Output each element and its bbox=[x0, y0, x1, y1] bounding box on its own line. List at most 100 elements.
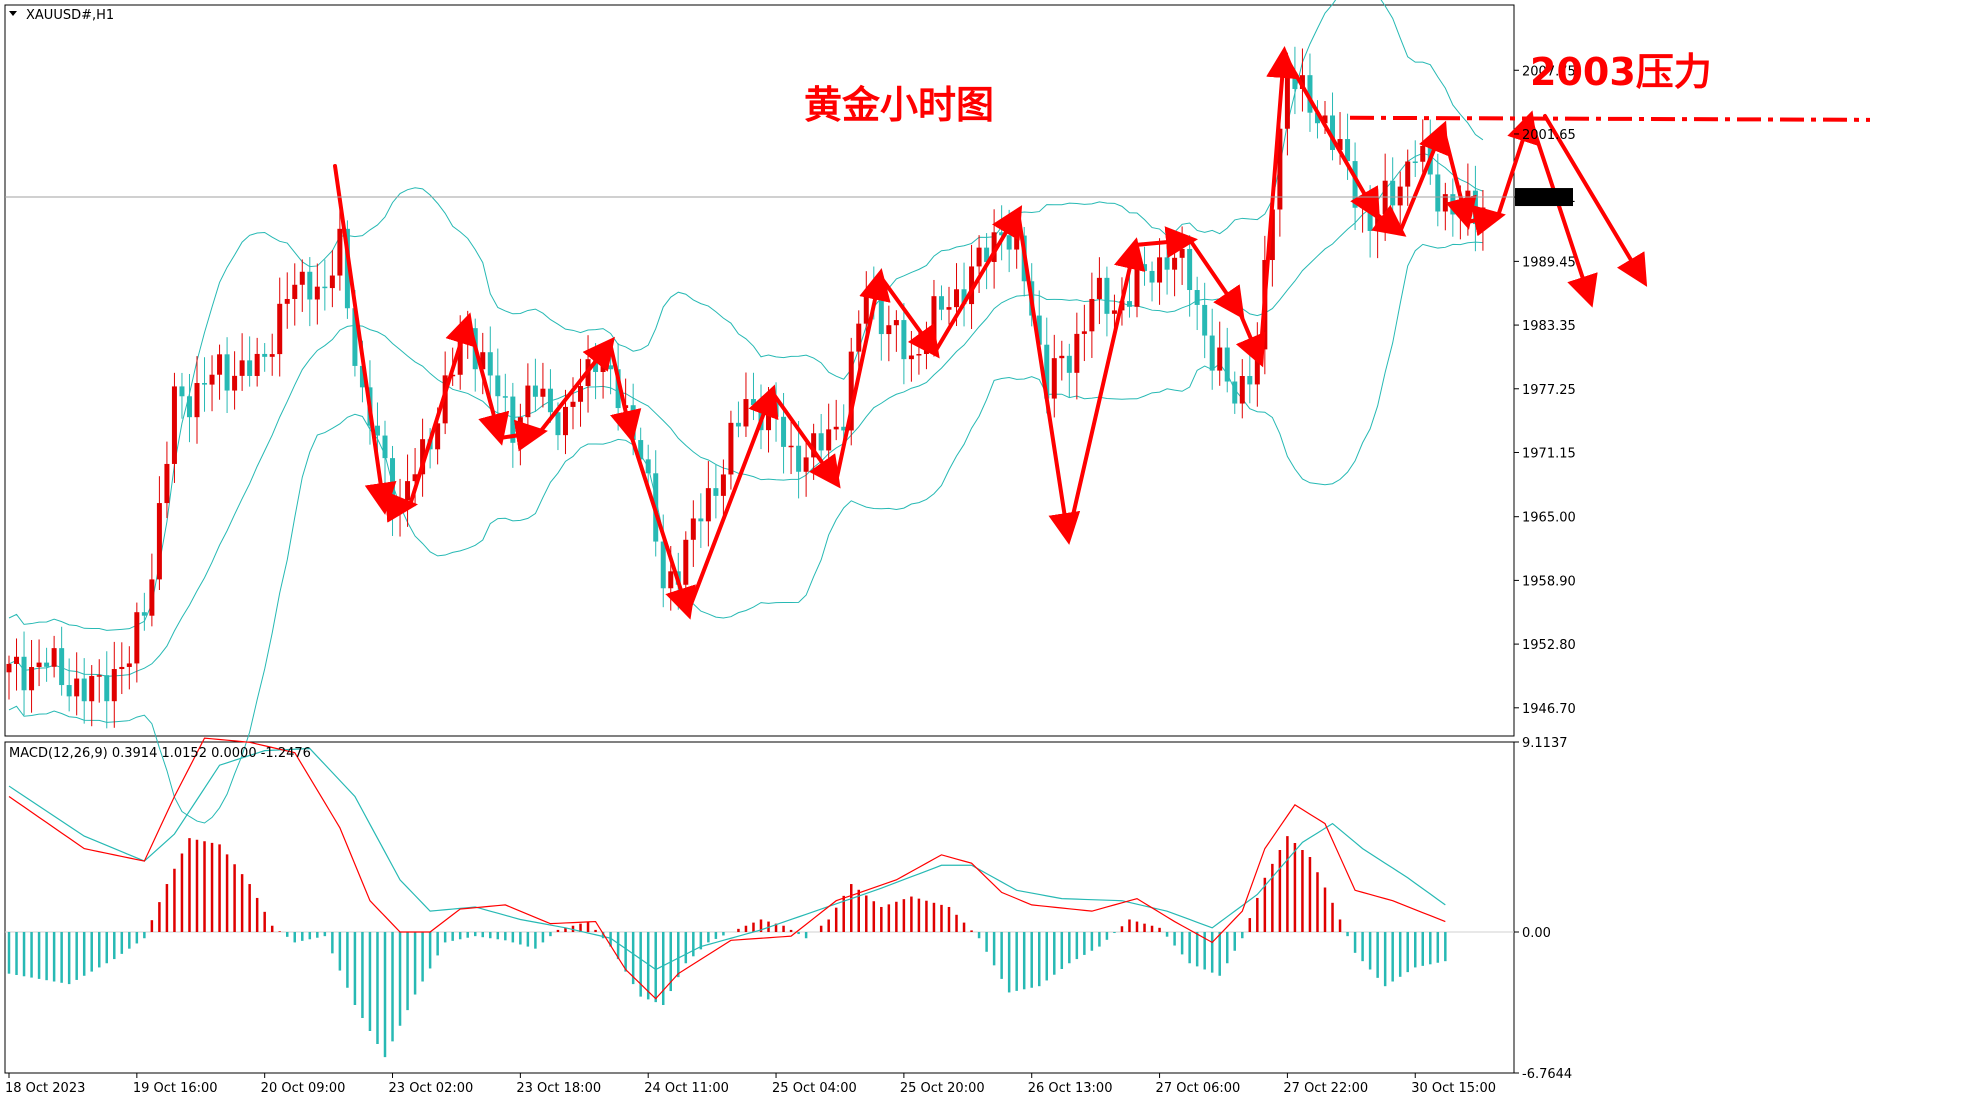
price-tick-label: 1971.15 bbox=[1522, 446, 1576, 461]
candle-body bbox=[1420, 145, 1426, 162]
candle-body bbox=[848, 351, 854, 431]
trend-arrow bbox=[629, 433, 696, 620]
candle-body bbox=[435, 423, 441, 450]
trend-arrow bbox=[408, 312, 477, 507]
candle-body bbox=[1397, 186, 1403, 206]
candle-body bbox=[1006, 235, 1012, 250]
macd-tick-label: -6.7644 bbox=[1522, 1067, 1572, 1082]
resistance-label: 2003压力 bbox=[1530, 50, 1712, 94]
current-price-badge bbox=[1515, 188, 1573, 207]
time-tick-label: 19 Oct 16:00 bbox=[133, 1081, 218, 1096]
candle-body bbox=[292, 284, 298, 299]
price-tick-label: 2001.65 bbox=[1522, 128, 1576, 143]
candle-body bbox=[1074, 333, 1080, 373]
candle-body bbox=[352, 308, 358, 366]
candle-body bbox=[1390, 180, 1396, 206]
candle-body bbox=[811, 433, 817, 458]
candle-body bbox=[743, 399, 749, 427]
candle-body bbox=[1224, 347, 1230, 382]
time-tick-label: 25 Oct 04:00 bbox=[772, 1081, 857, 1096]
macd-label: MACD(12,26,9) 0.3914 1.0152 0.0000 -1.24… bbox=[9, 746, 311, 761]
price-tick-label: 1965.00 bbox=[1522, 511, 1576, 526]
candle-body bbox=[991, 232, 997, 262]
candle-body bbox=[1269, 209, 1275, 261]
candle-body bbox=[878, 294, 884, 335]
candle-body bbox=[1352, 161, 1358, 208]
candle-body bbox=[1217, 347, 1223, 371]
time-axis: 18 Oct 2023 19 Oct 16:00 20 Oct 09:00 23 Oc… bbox=[5, 1073, 1496, 1096]
trend-arrow bbox=[1528, 116, 1598, 308]
candle-body bbox=[186, 396, 192, 418]
trend-arrow bbox=[538, 336, 615, 434]
candle-body bbox=[1209, 335, 1215, 371]
candle-body bbox=[344, 228, 350, 309]
time-tick-label: 25 Oct 20:00 bbox=[900, 1081, 985, 1096]
candle-body bbox=[36, 662, 42, 668]
candle-body bbox=[1172, 257, 1178, 270]
candle-body bbox=[382, 435, 388, 459]
candle-body bbox=[735, 422, 741, 427]
candle-body bbox=[720, 474, 726, 496]
candle-body bbox=[96, 675, 102, 677]
candle-body bbox=[976, 247, 982, 267]
candle-body bbox=[683, 539, 689, 585]
candle-body bbox=[1322, 115, 1328, 124]
candle-body bbox=[916, 354, 922, 356]
candle-body bbox=[750, 399, 756, 406]
candle-body bbox=[29, 667, 35, 691]
time-tick-label: 30 Oct 15:00 bbox=[1411, 1081, 1496, 1096]
candle-body bbox=[788, 445, 794, 448]
trend-arrow bbox=[1543, 114, 1648, 287]
time-tick-label: 26 Oct 13:00 bbox=[1028, 1081, 1113, 1096]
collapse-triangle-icon[interactable] bbox=[9, 11, 17, 16]
candle-body bbox=[1081, 331, 1087, 334]
trend-arrow bbox=[1235, 311, 1266, 368]
symbol-label: XAUUSD#,H1 bbox=[26, 8, 114, 23]
candle-body bbox=[901, 320, 907, 360]
candle-body bbox=[412, 474, 418, 482]
candle-body bbox=[1435, 174, 1441, 212]
candle-body bbox=[1330, 115, 1336, 150]
candle-body bbox=[1292, 72, 1298, 89]
bollinger-upper bbox=[8, 0, 1484, 631]
macd-line bbox=[8, 737, 1446, 1000]
trend-arrow bbox=[770, 390, 841, 489]
candle-body bbox=[239, 360, 245, 376]
candle-body bbox=[1066, 355, 1072, 373]
candle-body bbox=[570, 401, 576, 407]
candle-body bbox=[89, 676, 95, 702]
candle-body bbox=[179, 386, 185, 397]
candle-body bbox=[1239, 376, 1245, 404]
candle-body bbox=[480, 352, 486, 370]
candle-body bbox=[1164, 257, 1170, 270]
trend-arrow bbox=[608, 341, 642, 443]
macd-tick-label: 0.00 bbox=[1522, 926, 1551, 941]
trend-arrow bbox=[933, 205, 1023, 354]
candle-body bbox=[946, 307, 952, 310]
candle-body bbox=[329, 275, 335, 289]
candle-body bbox=[525, 385, 531, 418]
time-tick-label: 27 Oct 06:00 bbox=[1156, 1081, 1241, 1096]
candle-body bbox=[1345, 139, 1351, 162]
trend-arrow bbox=[466, 318, 510, 446]
candle-body bbox=[232, 375, 238, 391]
candle-body bbox=[209, 374, 215, 385]
candle-body bbox=[1126, 301, 1132, 307]
candle-body bbox=[1157, 257, 1163, 283]
candle-body bbox=[547, 388, 553, 413]
candle-body bbox=[510, 396, 516, 443]
candle-body bbox=[194, 383, 200, 418]
candle-body bbox=[713, 488, 719, 496]
candle-body bbox=[59, 648, 65, 686]
candle-body bbox=[44, 662, 50, 667]
candle-body bbox=[1412, 161, 1418, 163]
candle-body bbox=[908, 355, 914, 360]
candle-body bbox=[314, 286, 320, 300]
candle-body bbox=[818, 433, 824, 451]
candle-body bbox=[668, 571, 674, 589]
candle-body bbox=[119, 666, 125, 670]
candle-body bbox=[284, 298, 290, 304]
candle-body bbox=[660, 541, 666, 589]
trend-arrow bbox=[834, 268, 891, 484]
